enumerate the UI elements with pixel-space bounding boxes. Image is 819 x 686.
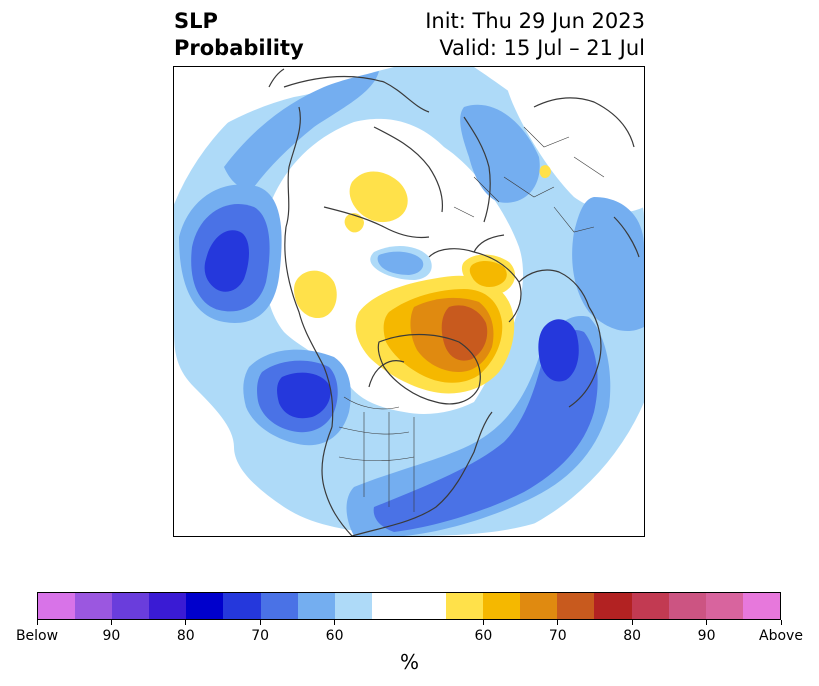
colorbar-segment [223,593,261,619]
colorbar-tick-label: 70 [251,628,270,644]
title-variable: SLP [174,9,218,33]
shade-blue-dark-pacific [204,230,249,292]
title-left: SLP Probability [174,8,304,62]
colorbar-segment [75,593,113,619]
colorbar-segment [446,593,484,619]
shade-yellow-hudson [294,270,337,319]
colorbar [37,592,781,620]
colorbar-unit: % [399,650,419,674]
colorbar-tick [706,620,708,625]
colorbar-segment [594,593,632,619]
colorbar-tick-label: 80 [623,628,642,644]
colorbar-segment [483,593,521,619]
colorbar-tick [557,620,559,625]
colorbar-tick-label: Below [15,628,59,644]
colorbar-segment [705,593,743,619]
valid-range: Valid: 15 Jul – 21 Jul [439,36,645,60]
colorbar-segment [186,593,224,619]
colorbar-tick-label: 90 [102,628,121,644]
colorbar-tick-label: 60 [474,628,493,644]
colorbar-tick [334,620,336,625]
colorbar-segment [408,593,447,619]
shade-blue-mid-europe [460,104,540,203]
shade-yellow-siberia [349,171,408,223]
colorbar-segment [112,593,150,619]
colorbar-tick [631,620,633,625]
colorbar-tick-label: 90 [697,628,716,644]
colorbar-segment [334,593,372,619]
shade-yellow-east [539,165,551,179]
coastlines [268,68,640,536]
colorbar-segment [631,593,669,619]
colorbar-segment [371,593,409,619]
map-canvas [174,67,644,536]
title-type: Probability [174,36,304,60]
colorbar-segment [668,593,706,619]
shade-blue-mid-arctic [377,251,424,275]
colorbar-tick [185,620,187,625]
colorbar-segment [742,593,780,619]
colorbar-tick-label: Above [759,628,803,644]
shade-gold-barents [469,261,507,287]
colorbar-segment [260,593,298,619]
colorbar-tick [780,620,782,625]
colorbar-segment [297,593,335,619]
colorbar-tick-label: 70 [548,628,567,644]
colorbar-tick [482,620,484,625]
shade-blue-med-atlantic [373,330,598,532]
shade-rust-greenland [441,305,488,361]
colorbar-segment [520,593,558,619]
shade-blue-dark-atlantic [538,319,579,382]
borders [338,126,605,512]
probability-map [173,66,645,537]
shade-blue-dark-nepac [277,372,331,419]
colorbar-segment [38,593,76,619]
colorbar-segment [557,593,595,619]
shade-yellow-siberia2 [344,213,364,233]
shade-blue-mid-north [224,71,379,189]
colorbar-tick-label: 80 [176,628,195,644]
init-date: Init: Thu 29 Jun 2023 [425,9,645,33]
title-right: Init: Thu 29 Jun 2023 Valid: 15 Jul – 21… [425,8,645,62]
colorbar-tick [259,620,261,625]
colorbar-tick-label: 60 [325,628,344,644]
colorbar-segment [149,593,187,619]
colorbar-tick [36,620,38,625]
colorbar-tick [110,620,112,625]
